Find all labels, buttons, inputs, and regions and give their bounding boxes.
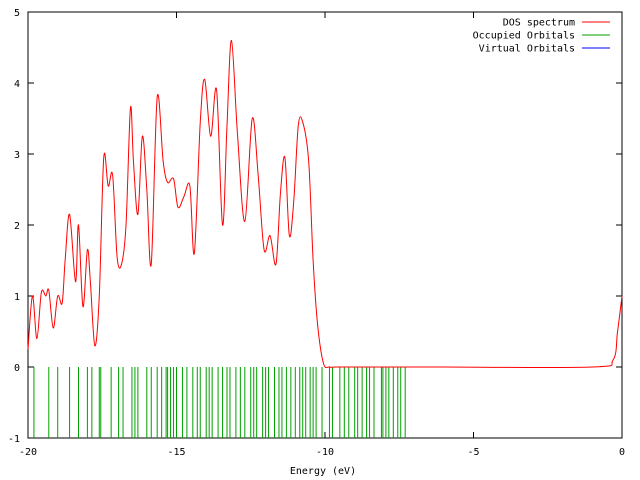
dos-spectrum-line [27, 39, 623, 369]
y-tick-label: -1 [8, 434, 20, 445]
y-tick-label: 4 [14, 79, 20, 90]
x-axis-title: Energy (eV) [290, 466, 356, 477]
y-tick-label: 2 [14, 221, 20, 232]
x-tick-label: -15 [167, 447, 185, 458]
x-tick-label: -10 [316, 447, 334, 458]
y-tick-label: 0 [14, 363, 20, 374]
x-tick-label: -5 [467, 447, 479, 458]
y-tick-label: 3 [14, 150, 20, 161]
y-tick-label: 1 [14, 292, 20, 303]
legend: DOS spectrum Occupied Orbitals Virtual Orb… [473, 18, 610, 55]
orbital-impulses [33, 367, 406, 438]
plot-frame [27, 11, 623, 439]
legend-label: Virtual Orbitals [479, 44, 575, 55]
spectrum-lines [27, 39, 623, 369]
y-tick-label: 5 [14, 8, 20, 19]
x-tick-label: 0 [619, 447, 625, 458]
legend-label: DOS spectrum [503, 18, 575, 29]
x-tick-label: -20 [19, 447, 37, 458]
legend-label: Occupied Orbitals [473, 31, 575, 42]
